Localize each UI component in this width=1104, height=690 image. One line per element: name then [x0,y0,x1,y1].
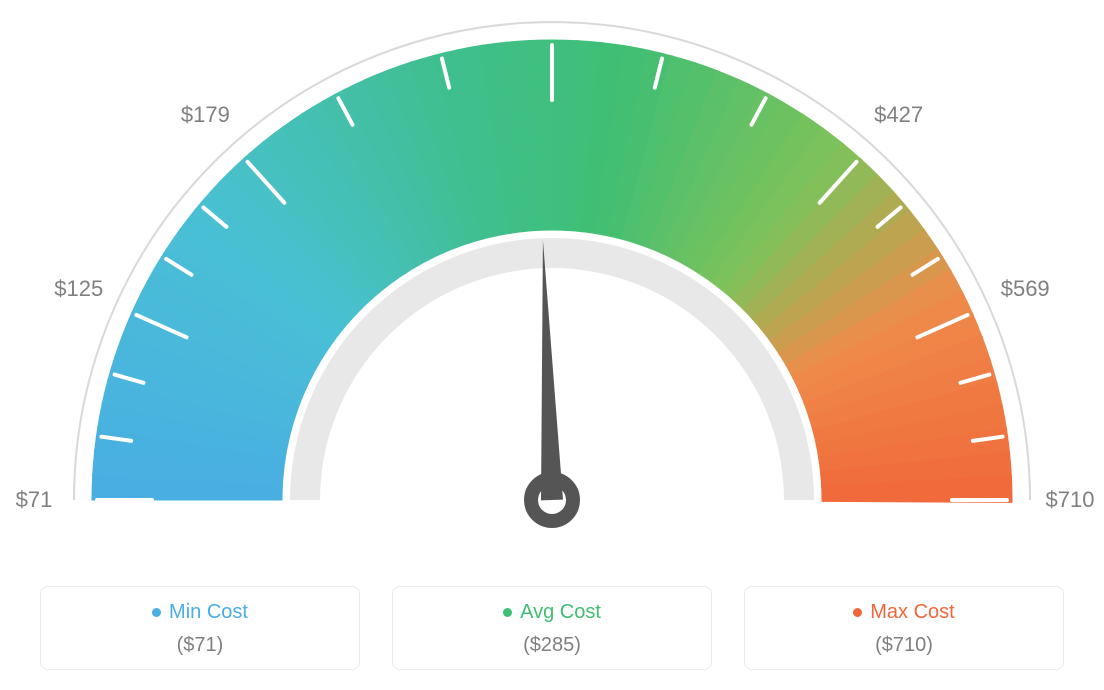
gauge-tick-label: $125 [54,276,103,302]
gauge-chart: $71$125$179$285$427$569$710 [0,0,1104,560]
gauge-needle [541,240,563,500]
legend-card-avg: Avg Cost ($285) [392,586,712,670]
legend-label: Avg Cost [520,601,601,624]
legend-label: Min Cost [169,601,248,624]
legend-dot-icon [853,608,862,617]
gauge-tick-label: $569 [1001,276,1050,302]
gauge-tick-label: $710 [1046,487,1095,513]
gauge-tick-label: $427 [874,102,923,128]
legend-title: Max Cost [853,601,954,624]
legend-value: ($285) [393,634,711,657]
gauge-tick-label: $179 [181,102,230,128]
legend-title: Min Cost [152,601,248,624]
legend-row: Min Cost ($71) Avg Cost ($285) Max Cost ($710… [0,586,1104,670]
legend-card-max: Max Cost ($710) [744,586,1064,670]
gauge-tick-label: $71 [16,487,53,513]
legend-label: Max Cost [870,601,954,624]
legend-dot-icon [152,608,161,617]
legend-title: Avg Cost [503,601,601,624]
legend-dot-icon [503,608,512,617]
legend-value: ($71) [41,634,359,657]
legend-value: ($710) [745,634,1063,657]
gauge-svg [0,0,1104,560]
legend-card-min: Min Cost ($71) [40,586,360,670]
